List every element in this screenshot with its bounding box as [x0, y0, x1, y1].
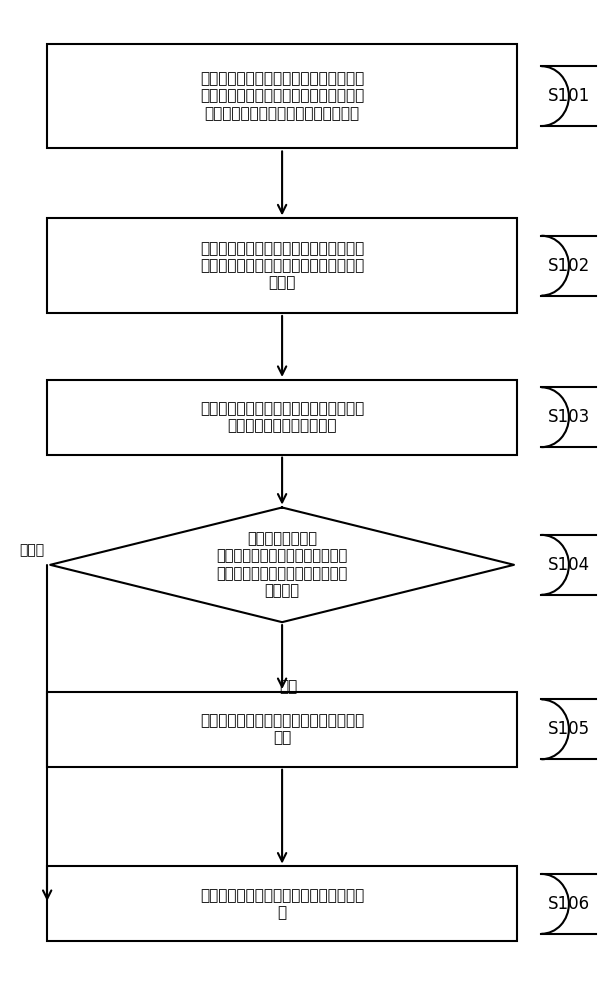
Text: S106: S106	[548, 895, 590, 913]
Text: S105: S105	[548, 720, 590, 738]
Text: 将所述第一业务类型状态信息与所述第二
业务类型状态信息进行比较: 将所述第一业务类型状态信息与所述第二 业务类型状态信息进行比较	[200, 401, 364, 433]
Text: S101: S101	[548, 87, 590, 105]
Text: 局端设备禁止该模块插槽上业务数据的传
输: 局端设备禁止该模块插槽上业务数据的传 输	[200, 888, 364, 920]
FancyBboxPatch shape	[47, 44, 517, 148]
Polygon shape	[50, 507, 514, 622]
Text: 局端设备根据本地各模块插槽中设定管脚
插孔对应的业务状态标识位获取各模块插
槽的第一业务类型状态信息信息并记录: 局端设备根据本地各模块插槽中设定管脚 插孔对应的业务状态标识位获取各模块插 槽的…	[200, 71, 364, 121]
Text: 不匹配: 不匹配	[20, 543, 45, 557]
Text: S103: S103	[548, 408, 590, 426]
Text: 接收远端设备发送的与所述本地各模块插
槽对应的模块插槽的第二当前业务类型状
态信息: 接收远端设备发送的与所述本地各模块插 槽对应的模块插槽的第二当前业务类型状 态信…	[200, 241, 364, 291]
FancyBboxPatch shape	[47, 380, 517, 455]
Text: 局端设备允许该模块插槽上的业务数据的
传输: 局端设备允许该模块插槽上的业务数据的 传输	[200, 713, 364, 746]
Text: S102: S102	[548, 257, 590, 275]
Text: 匹配: 匹配	[279, 679, 297, 694]
FancyBboxPatch shape	[47, 692, 517, 767]
FancyBboxPatch shape	[47, 218, 517, 313]
Text: S104: S104	[548, 556, 590, 574]
FancyBboxPatch shape	[47, 866, 517, 941]
Text: 对本地的每个模块
插槽，判断其第一业务状态信息与
对应模块插槽的第二业务状态信息
是否匹配: 对本地的每个模块 插槽，判断其第一业务状态信息与 对应模块插槽的第二业务状态信息…	[216, 531, 348, 598]
